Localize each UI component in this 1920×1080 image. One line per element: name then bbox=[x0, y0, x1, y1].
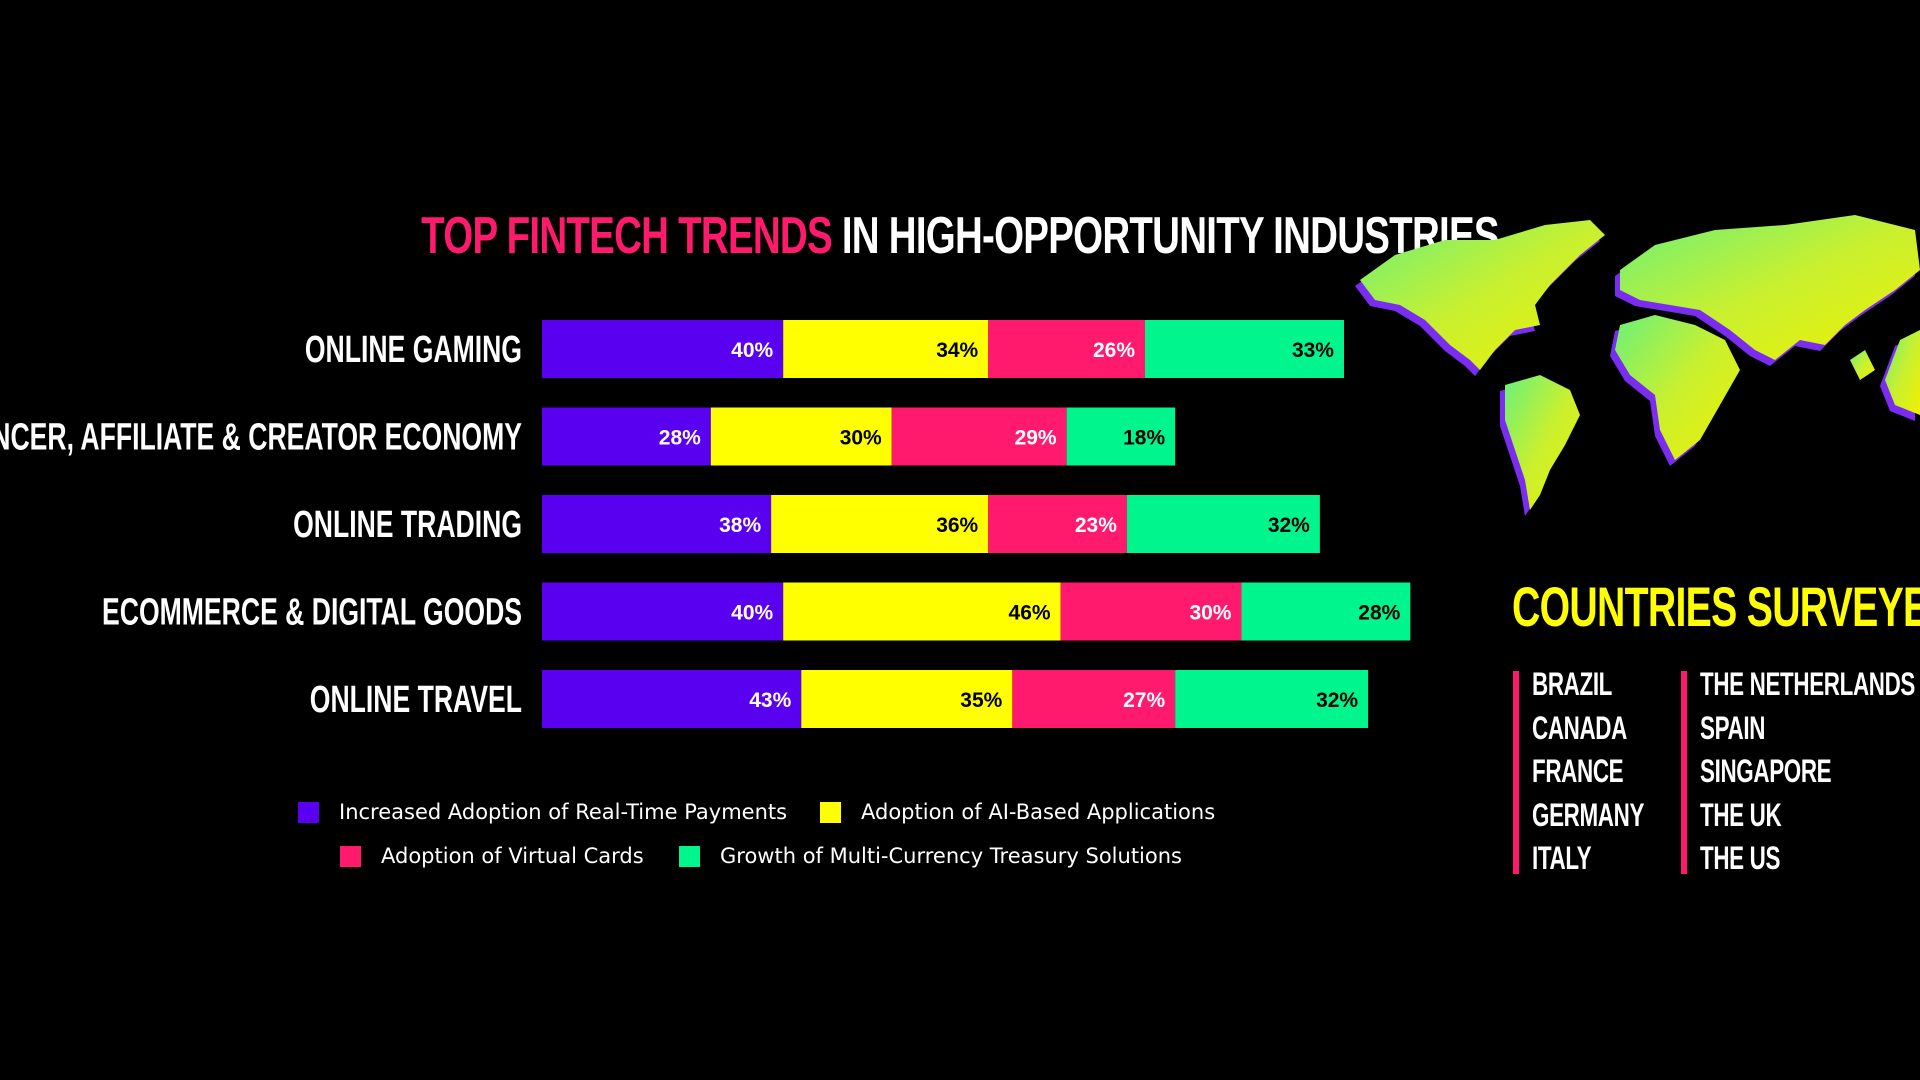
bar-segment bbox=[542, 582, 784, 641]
bar-segment bbox=[1241, 582, 1411, 641]
legend-label-virtual-cards: Adoption of Virtual Cards bbox=[381, 844, 644, 868]
bar-value-label: 36% bbox=[936, 514, 978, 537]
bar-value-label: 32% bbox=[1268, 514, 1310, 537]
bar-value-label: 29% bbox=[1015, 427, 1057, 450]
country-item: THE NETHERLANDS bbox=[1700, 666, 1916, 702]
bar-value-label: 30% bbox=[1189, 602, 1231, 625]
bar-segment bbox=[1012, 670, 1176, 728]
country-item: CANADA bbox=[1532, 709, 1627, 746]
bar-value-label: 40% bbox=[731, 602, 773, 625]
country-item: SPAIN bbox=[1700, 709, 1766, 746]
countries-column-2: THE NETHERLANDS SPAIN SINGAPORE THE UK T… bbox=[1700, 663, 1920, 881]
bar-value-label: 33% bbox=[1292, 339, 1334, 362]
bar-value-label: 34% bbox=[936, 339, 978, 362]
legend-item-multi-currency: Growth of Multi-Currency Treasury Soluti… bbox=[679, 844, 1182, 868]
bar-value-label: 38% bbox=[719, 514, 761, 537]
bar-value-label: 28% bbox=[1358, 602, 1400, 625]
bar-segment bbox=[1060, 582, 1242, 641]
countries-column-2-accent bbox=[1681, 671, 1687, 874]
category-label: ECOMMERCE & DIGITAL GOODS bbox=[102, 590, 522, 633]
bar-segment bbox=[542, 670, 802, 728]
bar-segment bbox=[801, 670, 1013, 728]
country-item: SINGAPORE bbox=[1700, 753, 1832, 789]
chart-title-rest: IN HIGH-OPPORTUNITY INDUSTRIES bbox=[831, 207, 1500, 265]
world-map-illustration bbox=[1355, 215, 1920, 516]
countries-column-1: BRAZIL CANADA FRANCE GERMANY ITALY bbox=[1532, 663, 1692, 881]
bar-value-label: 32% bbox=[1316, 689, 1358, 712]
bar-value-label: 23% bbox=[1075, 514, 1117, 537]
legend-label-real-time-payments: Increased Adoption of Real-Time Payments bbox=[339, 800, 788, 824]
legend-item-ai-applications: Adoption of AI-Based Applications bbox=[820, 800, 1215, 824]
bar-segment bbox=[710, 407, 892, 466]
bar-segment bbox=[542, 407, 711, 466]
bar-segment bbox=[988, 495, 1127, 553]
country-item: GERMANY bbox=[1532, 796, 1645, 833]
countries-surveyed-title: COUNTRIES SURVEYED: bbox=[1512, 575, 1920, 638]
legend-item-real-time-payments: Increased Adoption of Real-Time Payments bbox=[298, 800, 787, 824]
country-item: ITALY bbox=[1532, 840, 1592, 876]
chart-title: TOP FINTECH TRENDS IN HIGH-OPPORTUNITY I… bbox=[250, 206, 1671, 266]
bar-segment bbox=[891, 407, 1067, 466]
legend-swatch-virtual-cards bbox=[340, 845, 361, 867]
bar-value-label: 18% bbox=[1123, 427, 1165, 450]
chart-title-highlight: TOP FINTECH TRENDS bbox=[421, 207, 832, 265]
category-label: ONLINE TRADING bbox=[293, 502, 522, 545]
legend-item-virtual-cards: Adoption of Virtual Cards bbox=[340, 844, 644, 868]
bar-value-label: 40% bbox=[731, 339, 773, 362]
legend-swatch-ai-applications bbox=[820, 801, 841, 823]
country-item: BRAZIL bbox=[1532, 666, 1613, 702]
map-land bbox=[1360, 215, 1920, 510]
bar-segment bbox=[542, 320, 784, 378]
country-item: THE US bbox=[1700, 840, 1781, 876]
bar-value-label: 30% bbox=[840, 427, 882, 450]
category-label: ONLINE GAMING bbox=[305, 327, 522, 370]
legend-label-ai-applications: Adoption of AI-Based Applications bbox=[861, 800, 1216, 824]
bar-segment bbox=[783, 320, 989, 378]
legend-swatch-multi-currency bbox=[679, 845, 700, 867]
bar-segment bbox=[988, 320, 1145, 378]
bar-value-label: 27% bbox=[1123, 689, 1165, 712]
bar-segment bbox=[771, 495, 989, 553]
country-item: THE UK bbox=[1700, 796, 1782, 833]
countries-column-1-accent bbox=[1513, 671, 1519, 874]
bar-segment bbox=[783, 582, 1061, 641]
legend-swatch-real-time-payments bbox=[298, 801, 319, 823]
bar-value-label: 43% bbox=[749, 689, 791, 712]
bar-value-label: 35% bbox=[960, 689, 1002, 712]
bar-segment bbox=[1066, 407, 1176, 466]
bar-value-label: 26% bbox=[1093, 339, 1135, 362]
stacked-bar-chart: ONLINE GAMING 40% 34% 26% 33% INFLUENCER, AFF… bbox=[0, 320, 1411, 728]
bar-value-label: 28% bbox=[659, 427, 701, 450]
bar-segment bbox=[1145, 320, 1344, 378]
bar-value-label: 46% bbox=[1009, 602, 1051, 625]
category-label: INFLUENCER, AFFILIATE & CREATOR ECONOMY bbox=[0, 415, 522, 458]
bar-segment bbox=[542, 495, 772, 553]
bar-segment bbox=[1175, 670, 1369, 728]
bar-segment bbox=[1126, 495, 1320, 553]
country-item: FRANCE bbox=[1532, 753, 1624, 789]
category-label: ONLINE TRAVEL bbox=[310, 677, 522, 720]
legend-label-multi-currency: Growth of Multi-Currency Treasury Soluti… bbox=[720, 844, 1182, 868]
